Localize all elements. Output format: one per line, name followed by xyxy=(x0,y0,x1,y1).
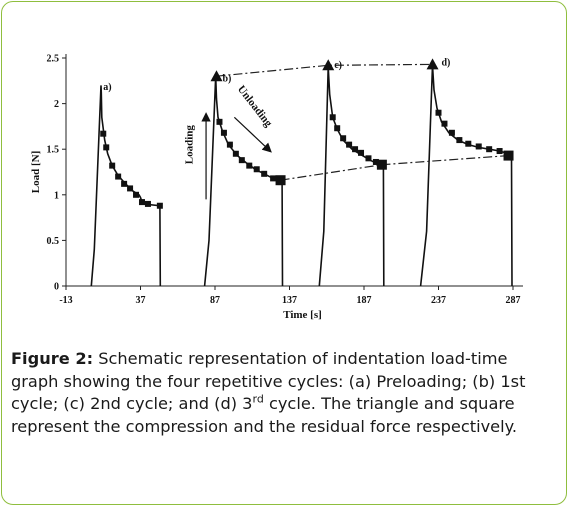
caption-text: Schematic representation of indentation … xyxy=(11,349,526,413)
step-marker xyxy=(475,143,482,150)
peak-connector-line xyxy=(216,63,433,77)
step-marker xyxy=(246,162,253,169)
step-marker xyxy=(456,137,463,144)
chart-markers xyxy=(210,58,514,186)
x-tick-label: 37 xyxy=(136,295,146,306)
step-marker xyxy=(441,120,448,127)
step-marker xyxy=(329,114,336,121)
caption-text-end: cycle. The triangle and square represent… xyxy=(11,394,518,436)
peak-label: a) xyxy=(103,82,111,93)
figure-caption: Figure 2: Schematic representation of in… xyxy=(11,348,556,438)
series-line-3 xyxy=(318,67,385,287)
step-marker xyxy=(358,149,365,156)
load-time-chart: 0 0.5 1 1.5 2 2.5 -13 37 87 137 187 237 287 Time [s] L… xyxy=(30,54,523,321)
chart-axes: 0 0.5 1 1.5 2 2.5 -13 37 87 137 187 237 287 Time [s] L… xyxy=(30,54,523,321)
step-marker xyxy=(496,148,503,155)
step-marker xyxy=(144,200,151,207)
x-tick-label: 287 xyxy=(506,295,521,306)
x-tick-label: 137 xyxy=(282,295,297,306)
figure-card: 0 0.5 1 1.5 2 2.5 -13 37 87 137 187 237 287 Time [s] L… xyxy=(1,1,567,505)
step-marker xyxy=(372,158,379,165)
y-tick-label: 0.5 xyxy=(47,236,60,247)
x-tick-label: -13 xyxy=(59,295,72,306)
step-marker xyxy=(253,166,260,173)
step-marker xyxy=(156,202,163,209)
step-marker xyxy=(340,135,347,142)
residual-square xyxy=(275,175,286,186)
step-marker xyxy=(115,173,122,180)
step-marker xyxy=(238,157,245,164)
y-tick-label: 1 xyxy=(54,190,59,201)
caption-superscript: rd xyxy=(252,392,264,406)
compression-triangle xyxy=(210,70,223,82)
step-marker xyxy=(226,141,233,148)
y-tick-label: 2 xyxy=(54,99,59,110)
peak-label: b) xyxy=(222,74,231,85)
chart-series xyxy=(90,65,514,287)
y-tick-label: 0 xyxy=(54,282,59,293)
x-tick-label: 187 xyxy=(357,295,372,306)
residual-square xyxy=(376,159,387,170)
x-tick-label: 87 xyxy=(210,295,220,306)
peak-label: d) xyxy=(441,57,450,68)
step-marker xyxy=(133,191,140,198)
compression-triangle xyxy=(322,59,335,71)
step-marker xyxy=(448,129,455,136)
step-marker xyxy=(352,146,359,153)
annotation-label: Loading xyxy=(184,125,196,165)
step-marker xyxy=(109,162,116,169)
y-tick-label: 2.5 xyxy=(47,54,60,65)
step-marker xyxy=(261,170,268,177)
step-marker xyxy=(486,146,493,153)
peak-label: c) xyxy=(334,60,342,71)
series-line-4 xyxy=(419,65,513,287)
step-marker xyxy=(220,129,227,136)
step-marker xyxy=(138,199,145,206)
unloading-arrow xyxy=(233,116,272,153)
step-marker xyxy=(334,125,341,132)
caption-label: Figure 2: xyxy=(11,349,94,368)
compression-triangle xyxy=(426,58,439,70)
step-marker xyxy=(103,144,110,151)
step-marker xyxy=(127,185,134,192)
step-marker xyxy=(121,180,128,187)
y-tick-label: 1.5 xyxy=(47,145,60,156)
step-marker xyxy=(232,150,239,157)
y-axis-label: Load [N] xyxy=(30,151,42,193)
residual-square xyxy=(503,150,514,161)
step-marker xyxy=(435,109,442,116)
step-marker xyxy=(465,140,472,147)
step-marker xyxy=(270,175,277,182)
x-tick-label: 237 xyxy=(431,295,446,306)
step-marker xyxy=(216,118,223,125)
x-axis-label: Time [s] xyxy=(283,309,322,321)
step-marker xyxy=(346,141,353,148)
step-marker xyxy=(100,130,107,137)
step-marker xyxy=(365,155,372,162)
residual-connector-line xyxy=(280,155,509,181)
